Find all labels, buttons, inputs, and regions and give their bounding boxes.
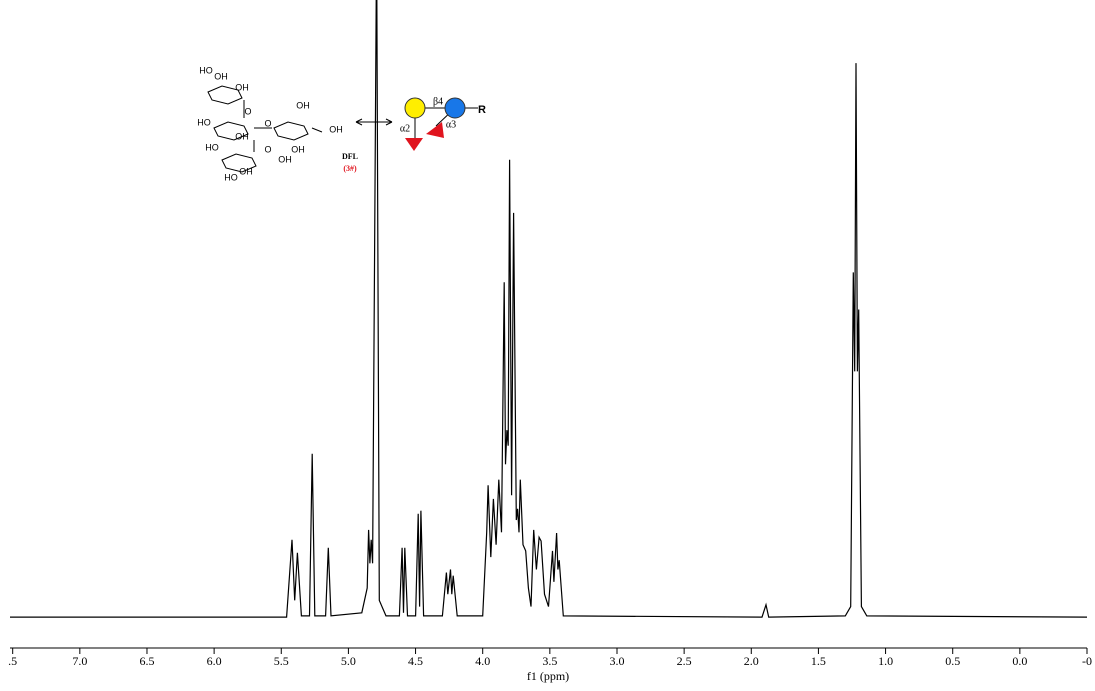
annotation: α2 (400, 123, 410, 134)
x-tick-label: 5.5 (274, 654, 289, 668)
fucose (405, 138, 423, 151)
x-tick-label: 0.0 (1012, 654, 1027, 668)
annotation: O (244, 106, 251, 116)
x-tick-label: 2.0 (744, 654, 759, 668)
annotation: OH (329, 124, 343, 134)
arrow (355, 118, 393, 126)
annotation: HO (199, 65, 213, 75)
x-tick-label: 3.5 (542, 654, 557, 668)
spectrum (10, 0, 1088, 618)
x-tick-label: 3.0 (609, 654, 624, 668)
x-tick-label: 7.0 (72, 654, 87, 668)
annotation: OH (214, 71, 228, 81)
annotation: R (478, 104, 486, 116)
x-tick-label: 2.5 (677, 654, 692, 668)
bond (243, 100, 323, 152)
x-axis-label: f1 (ppm) (527, 669, 569, 683)
annotation: HO (205, 142, 219, 152)
annotation: HO (224, 172, 238, 182)
x-tick-label: 0.5 (945, 654, 960, 668)
x-tick-label: 6.0 (207, 654, 222, 668)
annotation: OH (296, 100, 310, 110)
x-tick-label: 4.0 (475, 654, 490, 668)
ring (213, 121, 249, 141)
x-tick-label: 1.5 (811, 654, 826, 668)
annotation: DFL (342, 152, 358, 161)
annotation: OH (239, 166, 253, 176)
annotation: β4 (433, 96, 443, 107)
x-tick-label: 1.0 (878, 654, 893, 668)
annotation: (3#) (343, 164, 357, 173)
annotation: O (264, 144, 271, 154)
annotation: OH (235, 82, 249, 92)
structure (207, 85, 393, 173)
annotation: α3 (446, 119, 456, 130)
annotation: OH (278, 154, 292, 164)
fucose (426, 122, 444, 138)
annotation: O (264, 118, 271, 128)
annotation: OH (291, 144, 305, 154)
x-tick-label: -0 (1082, 654, 1092, 668)
x-tick-label: 4.5 (408, 654, 423, 668)
ring (207, 85, 243, 105)
x-tick-label: .5 (8, 654, 17, 668)
glycan (404, 97, 478, 151)
annotation: HO (197, 117, 211, 127)
annotation: OH (235, 131, 249, 141)
ring (221, 153, 257, 173)
x-tick-label: 5.0 (341, 654, 356, 668)
glucose (444, 97, 466, 119)
x-tick-label: 6.5 (139, 654, 154, 668)
galactose (404, 97, 426, 119)
ring (273, 121, 309, 141)
